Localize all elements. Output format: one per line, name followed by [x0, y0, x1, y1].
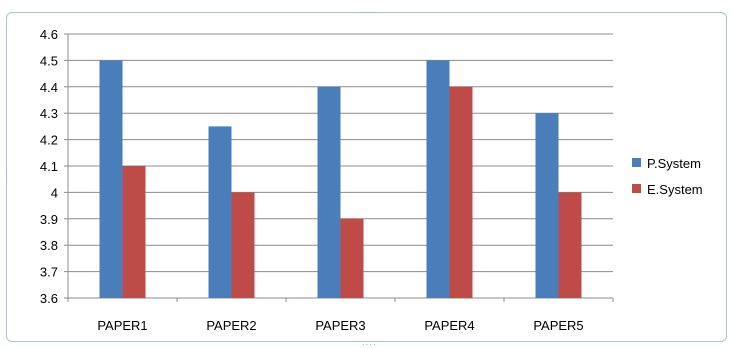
- y-tick-label: 4.4: [40, 80, 58, 95]
- bar-e-system-paper1: [122, 166, 146, 298]
- bar-p-system-paper2: [208, 126, 232, 299]
- y-tick-label: 3.8: [40, 238, 58, 253]
- bar-e-system-paper4: [449, 86, 473, 298]
- x-tick-label: PAPER5: [533, 318, 583, 333]
- bar-p-system-paper3: [317, 86, 341, 298]
- legend-label: P.System: [647, 156, 701, 171]
- x-tick-labels: PAPER1 PAPER2 PAPER3 PAPER4 PAPER5: [97, 318, 583, 333]
- y-tick-label: 3.9: [40, 212, 58, 227]
- bars: [99, 60, 582, 299]
- bar-p-system-paper5: [535, 113, 559, 298]
- y-tick-label: 4.2: [40, 133, 58, 148]
- legend-label: E.System: [647, 182, 703, 197]
- resize-handle-left[interactable]: ···: [2, 172, 11, 183]
- legend-swatch: [632, 158, 641, 167]
- y-tick-label: 3.7: [40, 265, 58, 280]
- y-tick-labels: 3.6 3.7 3.8 3.9 4 4.1 4.2 4.3 4.4 4.5 4.6: [40, 27, 58, 306]
- y-tick-label: 4.1: [40, 159, 58, 174]
- resize-handle-top[interactable]: ····: [362, 8, 377, 17]
- x-tick-label: PAPER1: [97, 318, 147, 333]
- legend: P.System E.System: [632, 156, 703, 197]
- y-tick-label: 4.6: [40, 27, 58, 42]
- x-tick-label: PAPER3: [315, 318, 365, 333]
- bar-p-system-paper1: [99, 60, 123, 299]
- x-tick-label: PAPER4: [424, 318, 474, 333]
- y-tick-label: 4.3: [40, 106, 58, 121]
- y-tick-label: 4.5: [40, 53, 58, 68]
- resize-handle-bottom[interactable]: ····: [362, 340, 377, 349]
- bar-p-system-paper4: [426, 60, 450, 299]
- y-tick-label: 4: [51, 185, 58, 200]
- x-tick-label: PAPER2: [206, 318, 256, 333]
- bar-e-system-paper5: [558, 192, 582, 298]
- legend-swatch: [632, 184, 641, 193]
- bar-e-system-paper3: [340, 218, 364, 298]
- y-tick-label: 3.6: [40, 291, 58, 306]
- bar-e-system-paper2: [231, 192, 255, 298]
